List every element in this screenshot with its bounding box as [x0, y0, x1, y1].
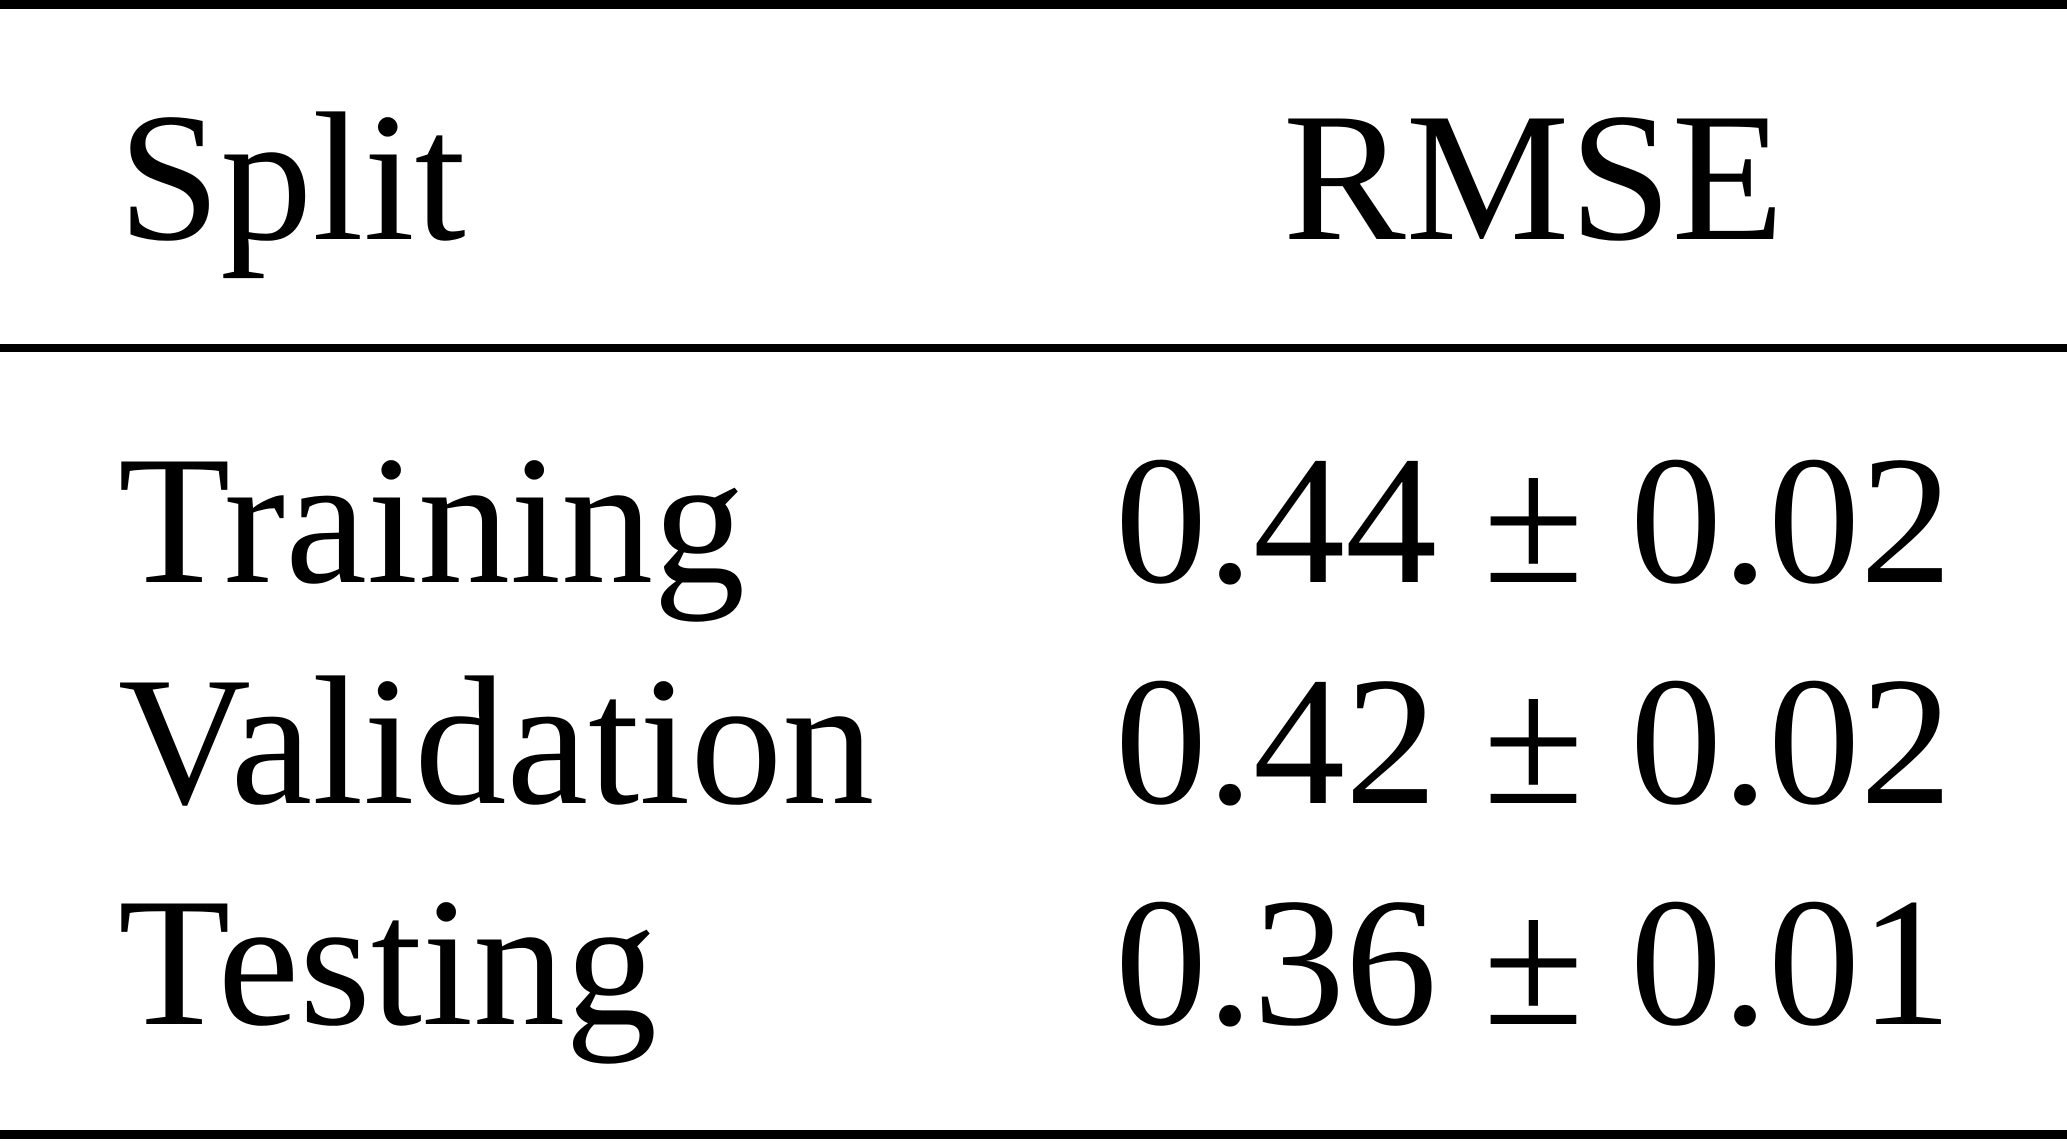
table-row-testing: Testing 0.36 ± 0.01	[0, 852, 2067, 1073]
rmse-cell: 0.44 ± 0.02	[1115, 418, 1952, 622]
rmse-cell: 0.36 ± 0.01	[1115, 860, 1952, 1064]
table-header-row: Split RMSE	[0, 9, 2067, 344]
table-body: Training 0.44 ± 0.02 Validation 0.42 ± 0…	[0, 352, 2067, 1130]
split-cell: Testing	[118, 860, 658, 1064]
rmse-cell: 0.42 ± 0.02	[1115, 639, 1952, 843]
column-header-rmse: RMSE	[1282, 74, 1785, 279]
split-cell: Training	[118, 418, 746, 622]
table-row-validation: Validation 0.42 ± 0.02	[0, 631, 2067, 852]
table-top-rule	[0, 0, 2067, 9]
table-bottom-rule	[0, 1130, 2067, 1139]
table-mid-rule	[0, 344, 2067, 352]
table-row-training: Training 0.44 ± 0.02	[0, 410, 2067, 631]
split-cell: Validation	[118, 639, 875, 843]
column-header-split: Split	[118, 74, 466, 279]
